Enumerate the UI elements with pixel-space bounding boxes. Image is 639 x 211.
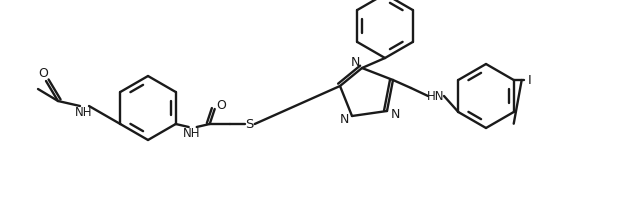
Text: NH: NH — [183, 127, 201, 139]
Text: NH: NH — [75, 106, 93, 119]
Text: O: O — [216, 99, 226, 111]
Text: I: I — [528, 73, 532, 87]
Text: HN: HN — [427, 89, 445, 103]
Text: O: O — [38, 66, 48, 80]
Text: N: N — [339, 112, 349, 126]
Text: N: N — [390, 107, 399, 120]
Text: S: S — [245, 118, 254, 130]
Text: N: N — [350, 55, 360, 69]
